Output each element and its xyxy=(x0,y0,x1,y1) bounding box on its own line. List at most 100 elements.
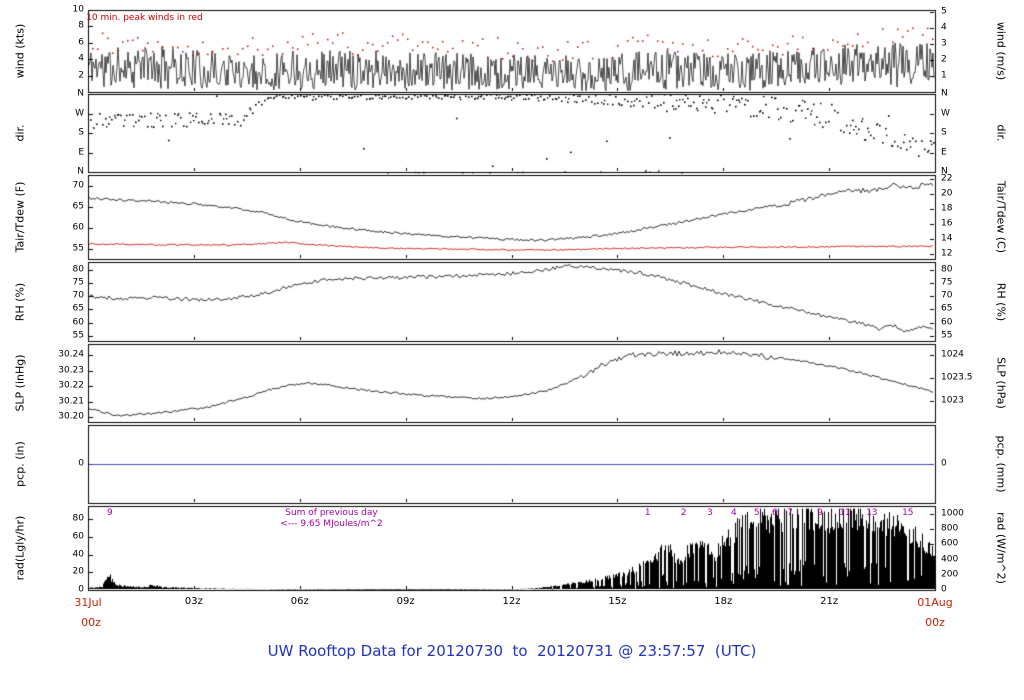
mj-cumulative-label: 11 xyxy=(839,508,851,518)
y-tick-label-right: W xyxy=(941,108,950,119)
mj-cumulative-label: 3 xyxy=(706,508,713,518)
y-tick-label-left: 60 xyxy=(72,222,84,233)
y-tick-label-right: 5 xyxy=(941,6,947,17)
y-tick-label-right: 1 xyxy=(941,70,947,81)
y-tick-label-left: 30.23 xyxy=(58,365,84,376)
y-tick-label-right: 22 xyxy=(941,173,953,184)
y-tick-label-left: N xyxy=(77,166,84,177)
y-tick-label-left: N xyxy=(77,88,84,99)
axis-label-left-dir: dir. xyxy=(13,124,27,142)
y-tick-label-left: 70 xyxy=(72,290,84,301)
y-tick-label-right: 200 xyxy=(941,569,959,580)
y-tick-label-left: 60 xyxy=(72,531,84,542)
y-tick-label-right: 16 xyxy=(941,218,953,229)
axis-label-left-tair: Tair/Tdew (F) xyxy=(13,181,27,253)
y-tick-label-right: 75 xyxy=(941,277,953,288)
y-tick-label-right: 0 xyxy=(941,584,947,595)
y-tick-label-right: 0 xyxy=(941,458,947,469)
x-axis-end-date: 01Aug xyxy=(917,596,953,609)
x-tick-label: 21z xyxy=(820,596,839,607)
y-tick-label-left: 30.22 xyxy=(58,380,84,391)
y-tick-label-right: 800 xyxy=(941,523,959,534)
y-tick-label-left: W xyxy=(75,108,84,119)
axis-label-right-wind: wind (m/s) xyxy=(994,21,1008,81)
axis-label-right-tair: Tair/Tdew (C) xyxy=(994,180,1008,254)
axis-label-left-rh: RH (%) xyxy=(13,282,27,321)
y-tick-label-left: 75 xyxy=(72,277,84,288)
x-tick-label: 06z xyxy=(290,596,309,607)
plot-title: UW Rooftop Data for 20120730 to 20120731… xyxy=(267,642,757,660)
axis-label-left-slp: SLP (inHg) xyxy=(13,354,27,412)
x-tick-label: 09z xyxy=(396,596,415,607)
y-tick-label-right: N xyxy=(941,88,948,99)
y-tick-label-left: 30.21 xyxy=(58,396,84,407)
axis-label-left-rad: rad(Lgly/hr) xyxy=(13,515,27,581)
y-tick-label-left: 65 xyxy=(72,303,84,314)
y-tick-label-right: 400 xyxy=(941,554,959,565)
y-tick-label-right: 1024 xyxy=(941,349,964,360)
y-tick-label-left: 80 xyxy=(72,513,84,524)
y-tick-label-right: 18 xyxy=(941,203,953,214)
y-tick-label-left: 65 xyxy=(72,201,84,212)
y-tick-label-right: S xyxy=(941,127,947,138)
x-tick-label: 18z xyxy=(714,596,733,607)
mj-cumulative-label: 7 xyxy=(787,508,793,518)
y-tick-label-right: 65 xyxy=(941,303,953,314)
y-tick-label-right: 14 xyxy=(941,233,953,244)
y-tick-label-right: 1023.5 xyxy=(941,372,973,383)
y-tick-label-right: N xyxy=(941,166,948,177)
y-tick-label-left: 80 xyxy=(72,264,84,275)
axis-label-right-dir: dir. xyxy=(994,124,1008,142)
y-tick-label-right: 55 xyxy=(941,330,953,341)
mj-cumulative-label: 4 xyxy=(730,508,737,518)
y-tick-label-left: 30.24 xyxy=(58,349,84,360)
mj-cumulative-label: 9 xyxy=(107,508,113,518)
y-tick-label-left: E xyxy=(78,147,84,158)
x-tick-label: 15z xyxy=(608,596,627,607)
y-tick-label-right: 70 xyxy=(941,290,953,301)
axis-label-left-wind: wind (kts) xyxy=(13,23,27,79)
y-tick-label-left: 40 xyxy=(72,549,84,560)
axis-label-right-slp: SLP (hPa) xyxy=(994,357,1008,409)
y-tick-label-right: 80 xyxy=(941,264,953,275)
mj-cumulative-label: 5 xyxy=(753,508,760,518)
x-tick-label: 12z xyxy=(502,596,521,607)
mj-cumulative-label: 13 xyxy=(866,508,878,518)
y-tick-label-right: 20 xyxy=(941,188,953,199)
y-tick-label-right: 12 xyxy=(941,248,953,259)
x-axis-end-hour: 00z xyxy=(925,616,945,629)
y-tick-label-left: S xyxy=(78,127,84,138)
rad-sum-note-line1: Sum of previous day xyxy=(285,508,378,518)
y-tick-label-left: 0 xyxy=(78,584,84,595)
axis-label-right-rh: RH (%) xyxy=(994,282,1008,321)
y-tick-label-right: 2 xyxy=(941,54,947,65)
x-axis-start-date: 31Jul xyxy=(74,596,102,609)
mj-cumulative-label: 1 xyxy=(644,508,651,518)
y-tick-label-left: 20 xyxy=(72,566,84,577)
y-tick-label-left: 70 xyxy=(72,180,84,191)
axis-label-left-pcp: pcp. (in) xyxy=(13,441,27,487)
y-tick-label-right: 60 xyxy=(941,317,953,328)
y-tick-label-right: 600 xyxy=(941,538,959,549)
y-tick-label-left: 10 xyxy=(72,4,84,15)
mj-cumulative-label: 15 xyxy=(902,508,914,518)
y-tick-label-left: 60 xyxy=(72,317,84,328)
y-tick-label-left: 6 xyxy=(78,37,84,48)
peak-wind-note: 10 min. peak winds in red xyxy=(86,13,203,23)
rad-sum-note-line2: <--- 9.65 MJoules/m^2 xyxy=(280,519,383,529)
y-tick-label-left: 0 xyxy=(78,458,84,469)
y-tick-label-left: 2 xyxy=(78,70,84,81)
axis-label-right-pcp: pcp. (mm) xyxy=(994,435,1008,493)
y-tick-label-left: 55 xyxy=(72,243,84,254)
mj-cumulative-label: 9 xyxy=(817,508,823,518)
y-tick-label-right: 1023 xyxy=(941,395,964,406)
y-tick-label-right: 1000 xyxy=(941,508,964,519)
y-tick-label-right: 4 xyxy=(941,22,947,33)
y-tick-label-right: 3 xyxy=(941,38,947,49)
mj-cumulative-label: 2 xyxy=(680,508,687,518)
y-tick-label-left: 8 xyxy=(78,20,84,31)
mj-cumulative-label: 6 xyxy=(771,508,778,518)
axis-label-right-rad: rad (W/m^2) xyxy=(994,512,1008,584)
y-tick-label-left: 55 xyxy=(72,330,84,341)
